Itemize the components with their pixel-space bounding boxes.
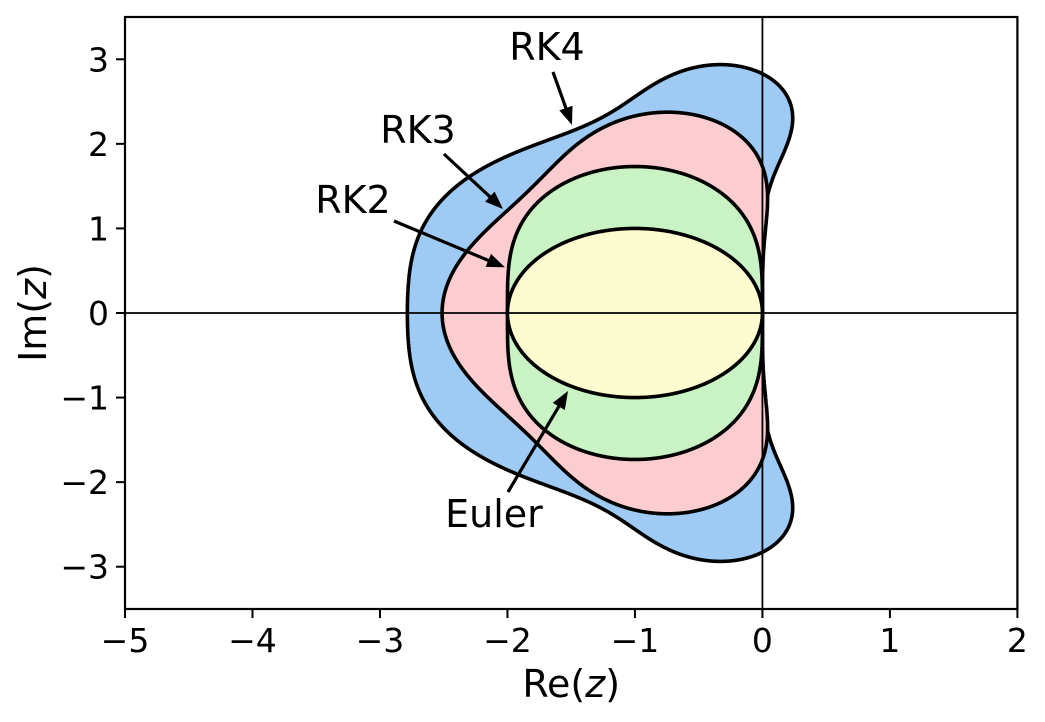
y-tick-label: 3: [88, 40, 109, 79]
annotation-label-euler: Euler: [445, 492, 543, 536]
x-tick-label: −1: [611, 621, 660, 660]
x-tick-label: −3: [356, 621, 405, 660]
origin-axes: [125, 17, 1018, 609]
annotations: RK4 RK3 RK2 Euler: [315, 25, 585, 536]
x-tick-label: −4: [228, 621, 277, 660]
ticks: −5 −4 −3 −2 −1 0 1 2 −3 −2 −1 0 1 2 3: [60, 40, 1028, 660]
y-tick-label: 0: [88, 294, 109, 333]
y-tick-label: −1: [60, 379, 109, 418]
annotation-arrow-euler: [506, 402, 563, 493]
y-tick-label: −2: [60, 463, 109, 502]
annotation-label-rk4: RK4: [509, 25, 585, 69]
y-tick-label: 2: [88, 125, 109, 164]
annotation-arrow-rk2: [393, 219, 493, 264]
annotation-label-rk2: RK2: [315, 178, 391, 222]
annotation-arrowhead-rk3: [485, 191, 503, 209]
annotation-label-rk3: RK3: [380, 108, 456, 152]
annotation-arrowhead-rk4: [559, 105, 573, 125]
annotation-arrow-rk3: [442, 152, 494, 201]
x-axis-label: Re(z): [522, 662, 620, 706]
annotation-arrowhead-euler: [552, 391, 568, 410]
y-tick-label: −3: [60, 548, 109, 587]
y-axis-label: Im(z): [11, 264, 55, 362]
x-tick-label: 0: [752, 621, 773, 660]
annotation-arrow-rk4: [551, 71, 569, 113]
x-tick-label: 1: [879, 621, 900, 660]
y-tick-label: 1: [88, 209, 109, 248]
annotation-arrowhead-rk2: [485, 253, 505, 268]
x-tick-label: −2: [483, 621, 532, 660]
x-tick-label: 2: [1007, 621, 1028, 660]
x-tick-label: −5: [101, 621, 150, 660]
